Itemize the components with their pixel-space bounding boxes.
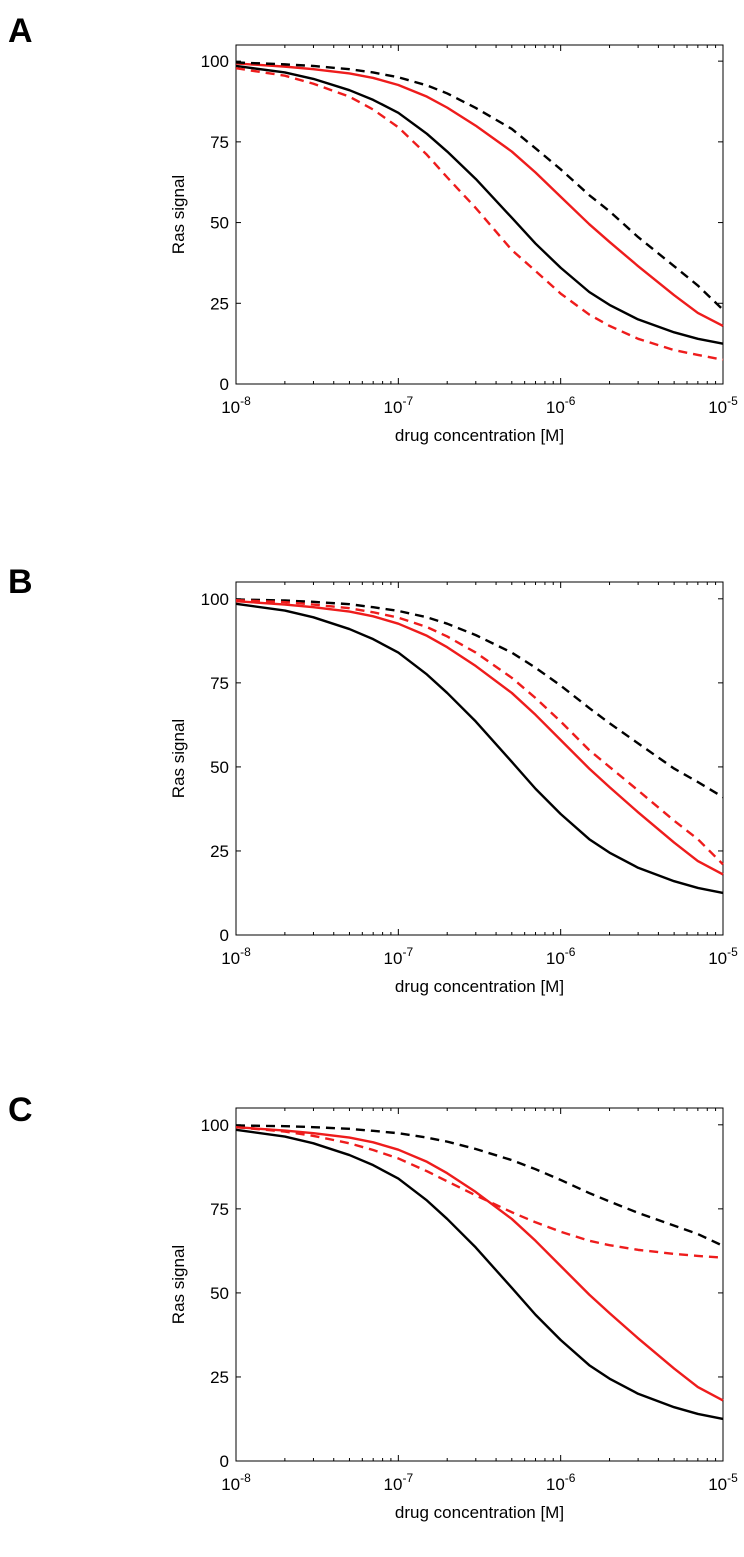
panel-c-y-tick-label: 75 — [210, 1200, 229, 1219]
panel-b-y-tick-label: 100 — [201, 590, 229, 609]
panel-c: C 0 25 50 75 100 10-8 10-7 10-6 10-5 drug concen… — [8, 1091, 738, 1522]
panel-b-x-tick-label: 10-7 — [384, 945, 414, 968]
panel-b-black-dashed-line — [235, 598, 724, 799]
panel-a: A 0 25 50 75 100 10-8 10-7 10-6 10-5 drug concen… — [8, 12, 738, 445]
panel-a-plot-frame — [235, 44, 724, 385]
panel-a-y-tick-label: 0 — [220, 375, 229, 394]
panel-c-ticks: 0 25 50 75 100 10-8 10-7 10-6 10-5 — [201, 1108, 738, 1494]
panel-c-black-solid-line — [235, 1128, 724, 1421]
panel-a-letter: A — [8, 12, 33, 50]
panel-c-plot-frame — [235, 1107, 724, 1462]
panel-b: B 0 25 50 75 100 10-8 10-7 10-6 10-5 drug concen… — [8, 563, 738, 996]
panel-c-y-tick-label: 25 — [210, 1368, 229, 1387]
panel-a-red-dashed-line — [235, 67, 724, 361]
panel-a-x-axis-label: drug concentration [M] — [395, 426, 564, 445]
panel-a-x-tick-label: 10-7 — [384, 394, 414, 417]
panel-a-black-dashed-line — [235, 61, 724, 311]
panel-a-series — [235, 61, 724, 361]
panel-b-black-solid-line — [235, 602, 724, 895]
panel-c-y-tick-label: 0 — [220, 1452, 229, 1471]
panel-c-red-solid-line — [235, 1125, 724, 1402]
panel-a-y-tick-label: 50 — [210, 214, 229, 233]
panel-a-x-tick-label: 10-5 — [708, 394, 738, 417]
panel-b-y-tick-label: 50 — [210, 758, 229, 777]
panel-b-red-solid-line — [235, 599, 724, 876]
panel-c-series — [235, 1124, 724, 1421]
panel-b-plot-frame — [235, 581, 724, 936]
panel-b-x-tick-label: 10-5 — [708, 945, 738, 968]
panel-c-letter: C — [8, 1091, 33, 1129]
panel-b-ticks: 0 25 50 75 100 10-8 10-7 10-6 10-5 — [201, 582, 738, 968]
panel-a-x-tick-label: 10-6 — [546, 394, 576, 417]
panel-c-x-tick-label: 10-5 — [708, 1471, 738, 1494]
panel-b-x-axis-label: drug concentration [M] — [395, 977, 564, 996]
panel-c-x-axis-label: drug concentration [M] — [395, 1503, 564, 1522]
panel-c-x-tick-label: 10-6 — [546, 1471, 576, 1494]
panel-b-letter: B — [8, 563, 33, 601]
panel-c-x-tick-label: 10-7 — [384, 1471, 414, 1494]
panel-b-x-tick-label: 10-8 — [221, 945, 251, 968]
panel-a-black-solid-line — [235, 64, 724, 345]
panel-a-red-solid-line — [235, 62, 724, 327]
panel-c-red-dashed-line — [235, 1125, 724, 1259]
panel-a-x-tick-label: 10-8 — [221, 394, 251, 417]
panel-c-y-tick-label: 50 — [210, 1284, 229, 1303]
panel-b-y-tick-label: 75 — [210, 674, 229, 693]
panel-a-y-tick-label: 25 — [210, 294, 229, 313]
panel-c-y-tick-label: 100 — [201, 1116, 229, 1135]
panel-b-red-dashed-line — [235, 598, 724, 866]
panel-b-series — [235, 598, 724, 895]
panel-b-y-axis-label: Ras signal — [169, 719, 188, 798]
panel-c-x-tick-label: 10-8 — [221, 1471, 251, 1494]
panel-c-black-dashed-line — [235, 1124, 724, 1247]
panel-a-ticks: 0 25 50 75 100 10-8 10-7 10-6 10-5 — [201, 45, 738, 417]
panel-c-y-axis-label: Ras signal — [169, 1245, 188, 1324]
panel-a-y-axis-label: Ras signal — [169, 175, 188, 254]
panel-b-x-tick-label: 10-6 — [546, 945, 576, 968]
panel-b-y-tick-label: 0 — [220, 926, 229, 945]
panel-a-y-tick-label: 100 — [201, 52, 229, 71]
panel-b-y-tick-label: 25 — [210, 842, 229, 861]
panel-a-y-tick-label: 75 — [210, 133, 229, 152]
